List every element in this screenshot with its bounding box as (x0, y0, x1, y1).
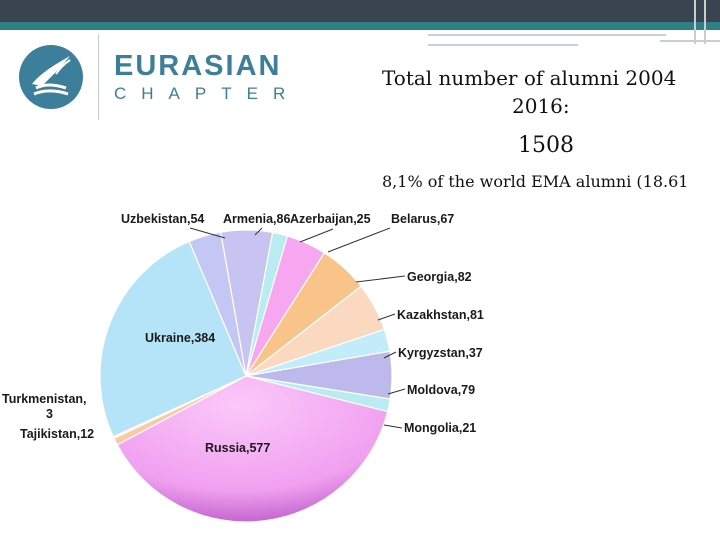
logo-divider (98, 34, 99, 120)
slice-label-kazakhstan: Kazakhstan,81 (397, 308, 484, 322)
bird-wave-logo-icon (18, 44, 84, 110)
slice-label-armenia: Armenia,86 (223, 212, 290, 226)
slice-label-moldova: Moldova,79 (407, 383, 475, 397)
brand-subtitle: CHAPTER (114, 84, 301, 103)
leader-line-moldova (387, 388, 406, 395)
leader-line-kazakhstan (377, 313, 396, 321)
summary-heading-line1: Total number of alumni 2004 (382, 66, 677, 90)
slice-label-kyrgyzstan: Kyrgyzstan,37 (398, 346, 483, 360)
alumni-total: 1508 (518, 133, 574, 158)
decor-line (428, 34, 666, 36)
leader-line-mongolia (383, 424, 403, 429)
summary-heading-line2: 2016: (512, 94, 570, 118)
slice-label-belarus: Belarus,67 (391, 212, 454, 226)
top-bar (0, 0, 720, 22)
slice-label-russia: Russia,577 (205, 441, 270, 455)
leader-line-belarus (327, 227, 391, 253)
decor-line (694, 0, 696, 44)
slice-label-mongolia: Mongolia,21 (404, 421, 476, 435)
leader-line-kyrgyzstan (383, 351, 397, 359)
decor-line (660, 40, 720, 42)
brand-title: EURASIAN (114, 50, 282, 82)
alumni-share: 8,1% of the world EMA alumni (18.61 (382, 172, 689, 191)
leader-line-armenia (254, 227, 263, 236)
slice-label-turkmenistan: Turkmenistan, 3 (2, 392, 87, 421)
slice-label-ukraine: Ukraine,384 (145, 331, 215, 345)
slice-label-georgia: Georgia,82 (407, 270, 472, 284)
decor-line (428, 44, 578, 46)
decor-line (704, 0, 706, 44)
leader-line-azerbaijan (299, 228, 334, 243)
leader-line-georgia (355, 275, 406, 283)
pie-slice-uzbekistan (188, 231, 247, 377)
slice-label-azerbaijan: Azerbaijan,25 (290, 212, 371, 226)
slice-label-uzbekistan: Uzbekistan,54 (121, 212, 204, 226)
slice-label-tajikistan: Tajikistan,12 (20, 427, 94, 441)
leader-line-uzbekistan (189, 227, 226, 239)
top-accent-bar (0, 22, 720, 30)
pie-slice-russia (116, 375, 389, 523)
